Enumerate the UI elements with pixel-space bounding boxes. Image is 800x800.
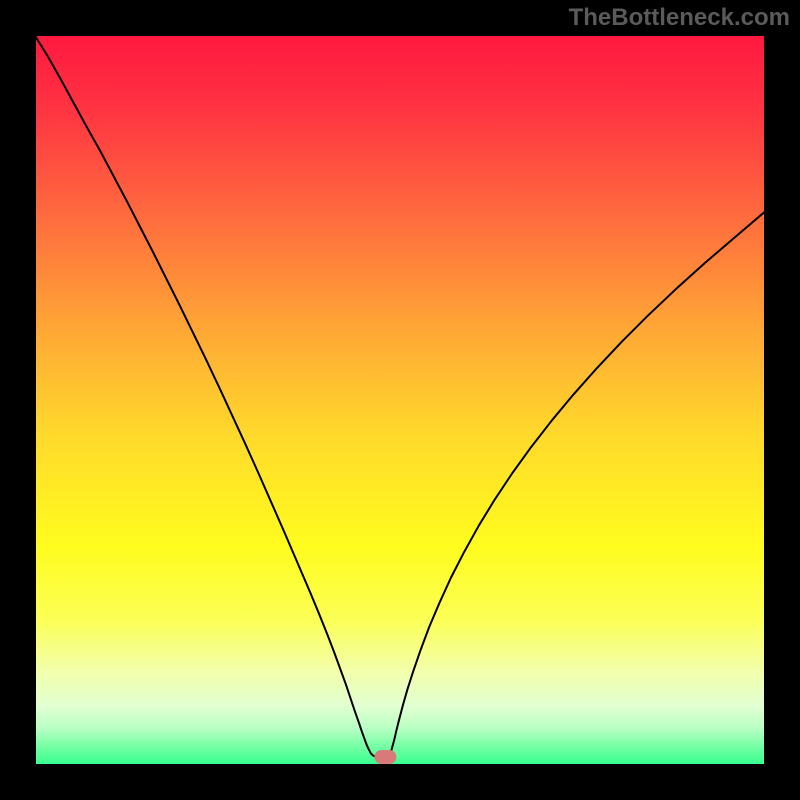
watermark-text: TheBottleneck.com bbox=[569, 4, 790, 32]
chart-container: TheBottleneck.com bbox=[0, 0, 800, 800]
plot-background bbox=[35, 35, 765, 765]
chart-svg bbox=[0, 0, 800, 800]
optimum-marker bbox=[374, 750, 396, 764]
